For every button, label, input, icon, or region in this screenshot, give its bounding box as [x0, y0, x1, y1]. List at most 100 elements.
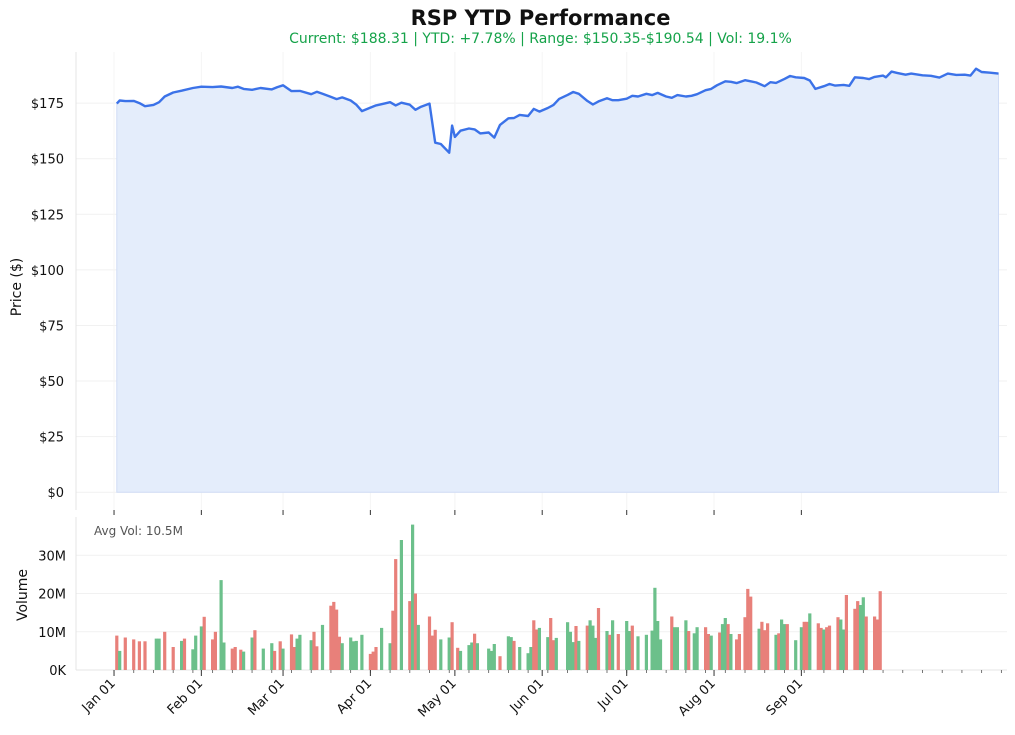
volume-bar	[315, 646, 319, 670]
volume-bar	[656, 621, 660, 670]
volume-bar	[340, 643, 344, 670]
volume-bar	[273, 650, 277, 670]
volume-bar	[673, 627, 677, 670]
volume-bar	[416, 624, 420, 670]
volume-bar	[489, 650, 494, 670]
volume-tick-label: 10M	[38, 626, 66, 641]
volume-bar	[726, 624, 730, 670]
volume-bar	[842, 629, 846, 670]
volume-bar	[219, 580, 223, 670]
volume-bar	[123, 637, 127, 670]
volume-bar	[743, 617, 747, 670]
volume-bar	[774, 634, 778, 670]
volume-bar	[554, 637, 558, 670]
volume-bar	[447, 637, 451, 670]
volume-bar	[394, 559, 398, 670]
volume-bar	[720, 624, 725, 670]
volume-bar	[591, 625, 595, 670]
volume-bar	[684, 620, 688, 670]
volume-bar	[687, 631, 691, 670]
volume-bar	[611, 620, 615, 670]
volume-bar	[571, 642, 575, 670]
volume-bar	[239, 649, 243, 670]
volume-bar	[856, 601, 860, 670]
volume-bar	[456, 647, 460, 670]
volume-bar	[780, 619, 784, 670]
volume-bar	[763, 630, 767, 670]
volume-bar	[873, 616, 877, 670]
date-tick-label: Sep 01	[764, 676, 807, 719]
volume-bar	[529, 647, 533, 670]
volume-bar	[171, 647, 175, 670]
price-tick-label: $175	[31, 97, 64, 112]
volume-bars	[115, 524, 882, 671]
volume-bar	[458, 650, 463, 670]
price-tick-label: $100	[31, 264, 64, 279]
volume-axis-label: Volume	[15, 569, 31, 621]
volume-tick-label: 0K	[49, 664, 66, 679]
volume-bar	[760, 621, 764, 670]
volume-bar	[281, 648, 285, 670]
volume-bar	[143, 641, 147, 670]
volume-bar	[261, 648, 265, 670]
volume-bar	[278, 641, 282, 670]
volume-bar	[746, 588, 750, 670]
price-tick-label: $150	[31, 153, 64, 168]
volume-bar	[757, 628, 761, 670]
price-axes: $0 $25 $50 $75 $100 $125 $150 $175	[31, 52, 802, 515]
volume-bar	[292, 647, 296, 670]
date-tick-label: Jan 01	[79, 676, 119, 716]
volume-bar	[608, 634, 612, 670]
volume-bar	[137, 641, 141, 670]
volume-bar	[518, 647, 522, 670]
volume-bar	[532, 620, 536, 670]
price-area-fill	[116, 68, 999, 493]
volume-bar	[625, 621, 629, 670]
volume-bar	[568, 631, 572, 671]
volume-bar	[349, 637, 353, 670]
chart-title: RSP YTD Performance	[410, 6, 671, 30]
volume-bar	[827, 625, 832, 670]
volume-bar	[794, 640, 798, 670]
volume-bar	[670, 616, 674, 670]
price-panel: $0 $25 $50 $75 $100 $125 $150 $175 Price ($)	[9, 52, 1007, 515]
volume-bar	[270, 643, 274, 670]
volume-bar	[816, 623, 820, 670]
date-tick-label: Aug 01	[676, 676, 719, 719]
volume-bar	[723, 618, 727, 670]
price-tick-label: $125	[31, 208, 64, 223]
volume-bar	[360, 634, 364, 670]
volume-tick-label: 30M	[38, 549, 66, 564]
date-tick-label: Jul 01	[595, 676, 632, 713]
price-series	[115, 67, 999, 493]
volume-bar	[191, 649, 195, 670]
volume-bar	[289, 634, 294, 670]
volume-bar	[470, 642, 474, 670]
volume-bar	[371, 651, 375, 670]
volume-bar	[644, 634, 648, 670]
volume-bar	[861, 597, 865, 670]
price-tick-label: $50	[39, 375, 64, 390]
chart-subtitle: Current: $188.31 | YTD: +7.78% | Range: …	[289, 31, 792, 47]
volume-bar	[878, 591, 882, 670]
volume-bar	[427, 616, 432, 670]
volume-bar	[492, 644, 496, 670]
volume-bar	[546, 637, 550, 670]
volume-bar	[408, 601, 412, 670]
price-tick-label: $75	[39, 319, 64, 334]
volume-bar	[312, 631, 316, 671]
volume-bar	[853, 608, 857, 670]
volume-bar	[450, 622, 454, 670]
volume-bar	[380, 627, 384, 670]
volume-bar	[653, 587, 657, 670]
volume-bar	[222, 642, 226, 670]
volume-bar	[230, 648, 234, 670]
volume-bar	[749, 596, 753, 670]
volume-bar	[537, 627, 541, 670]
volume-bar	[180, 640, 184, 670]
volume-bar	[566, 622, 570, 670]
volume-bar	[242, 651, 246, 670]
volume-bar	[706, 634, 710, 670]
volume-bar	[766, 623, 770, 670]
volume-bar	[836, 617, 840, 670]
